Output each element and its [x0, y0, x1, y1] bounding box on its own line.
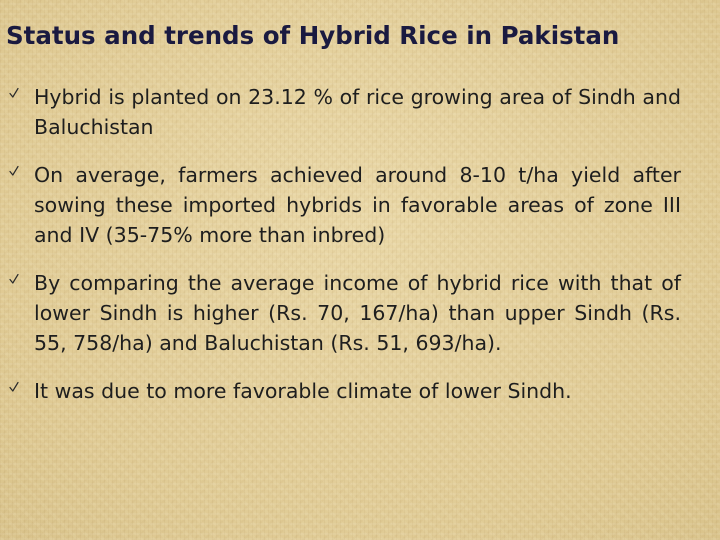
checkmark-icon	[9, 87, 19, 98]
bullet-item: By comparing the average income of hybri…	[0, 268, 720, 358]
checkmark-icon	[9, 165, 19, 176]
bullet-text: It was due to more favorable climate of …	[34, 379, 572, 403]
checkmark-icon	[9, 381, 19, 392]
bullet-item: It was due to more favorable climate of …	[0, 376, 720, 406]
bullet-item: On average, farmers achieved around 8-10…	[0, 160, 720, 250]
bullet-list: Hybrid is planted on 23.12 % of rice gro…	[0, 82, 720, 424]
bullet-text: Hybrid is planted on 23.12 % of rice gro…	[34, 85, 681, 139]
bullet-text: On average, farmers achieved around 8-10…	[34, 163, 681, 247]
checkmark-icon	[9, 273, 19, 284]
bullet-item: Hybrid is planted on 23.12 % of rice gro…	[0, 82, 720, 142]
slide-title: Status and trends of Hybrid Rice in Paki…	[6, 21, 620, 50]
bullet-text: By comparing the average income of hybri…	[34, 271, 681, 355]
